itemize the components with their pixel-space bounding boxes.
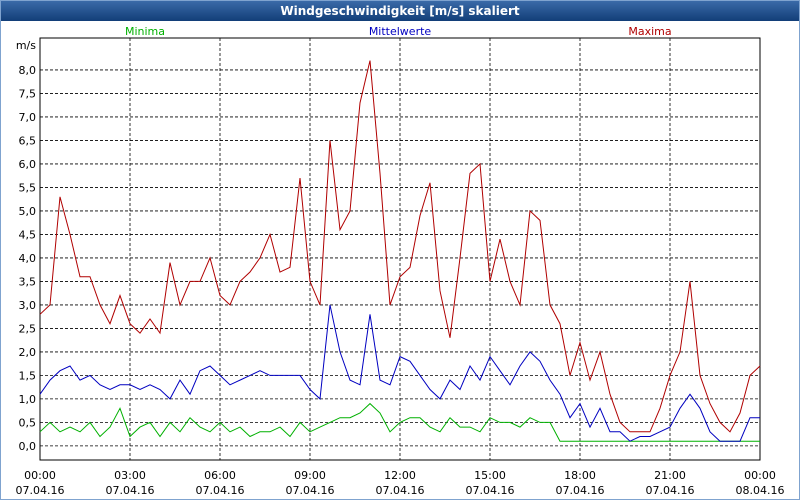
y-tick-label: 3,5 <box>19 275 37 288</box>
legend-entry: Minima <box>125 25 165 38</box>
y-tick-label: 1,5 <box>19 369 37 382</box>
x-tick-date: 07.04.16 <box>196 484 245 497</box>
y-tick-label: 6,5 <box>19 134 37 147</box>
x-tick-label: 03:00 <box>114 469 146 482</box>
y-tick-label: 5,0 <box>19 205 37 218</box>
data-line <box>39 402 760 442</box>
x-tick-label: 15:00 <box>474 469 506 482</box>
data-line <box>39 60 761 433</box>
x-tick-label: 09:00 <box>294 469 326 482</box>
x-tick-date: 07.04.16 <box>286 484 335 497</box>
chart-title: Windgeschwindigkeit [m/s] skaliert <box>280 4 520 18</box>
x-tick-date: 07.04.16 <box>16 484 65 497</box>
y-tick-label: 7,0 <box>19 111 37 124</box>
x-tick-date: 07.04.16 <box>106 484 155 497</box>
data-line <box>39 304 760 442</box>
y-tick-label: 7,5 <box>19 87 37 100</box>
x-tick-date: 07.04.16 <box>646 484 695 497</box>
x-tick-label: 00:00 <box>744 469 776 482</box>
x-tick-date: 07.04.16 <box>376 484 425 497</box>
y-tick-label: 2,5 <box>19 322 37 335</box>
x-tick-label: 06:00 <box>204 469 236 482</box>
legend-entry: Maxima <box>628 25 671 38</box>
x-tick-label: 00:00 <box>24 469 56 482</box>
y-tick-label: 4,0 <box>19 252 37 265</box>
y-tick-label: 2,0 <box>19 346 37 359</box>
y-tick-label: 8,0 <box>19 64 37 77</box>
y-tick-label: 0,0 <box>19 440 37 453</box>
y-unit: m/s <box>16 39 36 52</box>
y-tick-label: 3,0 <box>19 299 37 312</box>
y-tick-label: 0,5 <box>19 416 37 429</box>
x-tick-label: 12:00 <box>384 469 416 482</box>
x-tick-date: 07.04.16 <box>556 484 605 497</box>
y-tick-label: 4,5 <box>19 228 37 241</box>
x-tick-date: 07.04.16 <box>466 484 515 497</box>
x-tick-date: 08.04.16 <box>736 484 785 497</box>
y-tick-label: 1,0 <box>19 393 37 406</box>
x-tick-label: 21:00 <box>654 469 686 482</box>
x-tick-label: 18:00 <box>564 469 596 482</box>
legend-entry: Mittelwerte <box>369 25 432 38</box>
y-tick-label: 5,5 <box>19 181 37 194</box>
title-bar <box>1 1 799 21</box>
y-tick-label: 6,0 <box>19 158 37 171</box>
